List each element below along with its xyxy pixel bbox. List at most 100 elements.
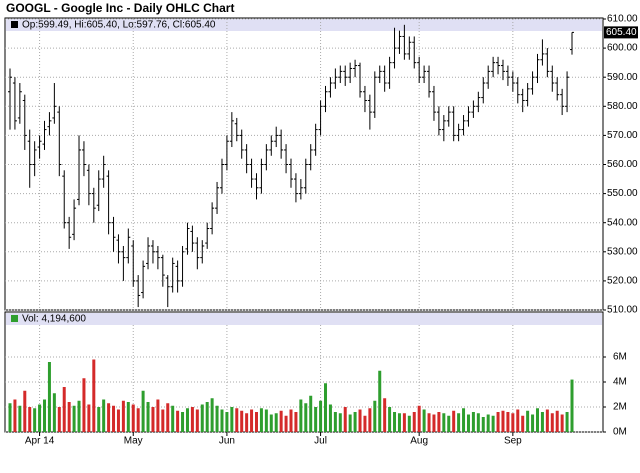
volume-bar <box>43 399 47 432</box>
volume-bar <box>28 407 32 432</box>
y-tick-label: 530.00 <box>607 246 638 257</box>
volume-bar <box>333 412 337 432</box>
volume-bar <box>481 417 485 432</box>
volume-bar <box>560 414 564 432</box>
volume-bar <box>555 410 559 432</box>
last-price-box <box>604 26 638 39</box>
volume-bar <box>412 412 416 432</box>
volume-bar <box>112 405 116 432</box>
volume-bar <box>501 410 505 432</box>
volume-bar <box>383 398 387 432</box>
volume-bar <box>422 409 426 432</box>
volume-bar <box>254 412 258 432</box>
volume-bar <box>353 412 357 432</box>
volume-bar <box>388 407 392 432</box>
volume-bar <box>131 404 135 432</box>
y-tick-label: 520.00 <box>607 276 638 287</box>
volume-bar <box>245 413 249 432</box>
volume-bar <box>314 407 318 432</box>
x-tick-label: Jul <box>314 436 327 447</box>
volume-bar <box>343 407 347 432</box>
volume-bar <box>457 413 461 432</box>
volume-bar <box>432 414 436 432</box>
y-tick-label: 610.00 <box>607 14 638 25</box>
y2-tick-label: 0M <box>613 427 627 438</box>
volume-bar <box>82 378 86 432</box>
volume-bar <box>442 413 446 432</box>
volume-bar <box>185 408 189 432</box>
volume-bar <box>452 410 456 432</box>
volume-bar <box>545 409 549 432</box>
volume-bar <box>476 413 480 432</box>
volume-bar <box>284 415 288 432</box>
volume-bar <box>92 359 96 432</box>
volume-bar <box>397 413 401 432</box>
volume-bar <box>200 404 204 432</box>
volume-bar <box>181 412 185 432</box>
volume-bar <box>205 402 209 432</box>
volume-bar <box>215 405 219 432</box>
volume-bar <box>358 409 362 432</box>
volume-bar <box>259 408 263 432</box>
volume-bar <box>368 408 372 432</box>
volume-bar <box>447 415 451 432</box>
volume-bar <box>195 409 199 432</box>
y2-tick-label: 4M <box>613 377 627 388</box>
y-tick-label: 600.00 <box>607 43 638 54</box>
volume-bar <box>437 412 441 432</box>
volume-bar <box>319 400 323 432</box>
volume-bar <box>210 398 214 432</box>
x-tick-label: Sep <box>504 436 522 447</box>
ohlc-legend: Op:599.49, Hi:605.40, Lo:597.76, Cl:605.… <box>22 20 216 31</box>
volume-bar <box>526 410 530 432</box>
volume-bar <box>299 399 303 432</box>
volume-bar <box>190 407 194 432</box>
volume-bar <box>373 400 377 432</box>
volume-bar <box>264 409 268 432</box>
volume-bar <box>225 412 229 432</box>
volume-bar <box>506 412 510 432</box>
volume-bar <box>570 379 574 432</box>
x-tick-label: Aug <box>410 436 428 447</box>
x-tick-label: Jun <box>219 436 235 447</box>
volume-bar <box>240 410 244 432</box>
volume-bar <box>235 408 239 432</box>
volume-bar <box>531 414 535 432</box>
volume-bar <box>471 412 475 432</box>
x-tick-label: May <box>124 436 143 447</box>
volume-bar <box>516 409 520 432</box>
volume-bar <box>535 408 539 432</box>
volume-bar <box>62 387 66 432</box>
volume-bar <box>161 409 165 432</box>
y-tick-label: 560.00 <box>607 159 638 170</box>
volume-bar <box>328 404 332 432</box>
volume-bar <box>38 404 42 432</box>
volume-bar <box>52 393 56 432</box>
volume-bar <box>324 383 328 432</box>
volume-bar <box>23 390 27 432</box>
y-tick-label: 590.00 <box>607 72 638 83</box>
volume-legend: Vol: 4,194,600 <box>22 314 86 325</box>
volume-bar <box>67 402 71 432</box>
volume-bar <box>338 413 342 432</box>
volume-bar <box>121 400 125 432</box>
volume-bar <box>97 407 101 432</box>
volume-bar <box>8 403 12 432</box>
x-tick-label: Apr 14 <box>25 436 55 447</box>
volume-bar <box>521 415 525 432</box>
y-tick-label: 540.00 <box>607 217 638 228</box>
volume-bar <box>511 413 515 432</box>
volume-bar <box>496 412 500 432</box>
volume-bar <box>407 415 411 432</box>
volume-bar <box>13 399 17 432</box>
volume-bar <box>393 412 397 432</box>
volume-bar <box>72 405 76 432</box>
y-tick-label: 550.00 <box>607 188 638 199</box>
volume-bar <box>230 407 234 432</box>
volume-bar <box>466 414 470 432</box>
volume-bar <box>107 403 111 432</box>
volume-bar <box>550 413 554 432</box>
price-legend-band <box>6 19 602 31</box>
y-tick-label: 570.00 <box>607 130 638 141</box>
